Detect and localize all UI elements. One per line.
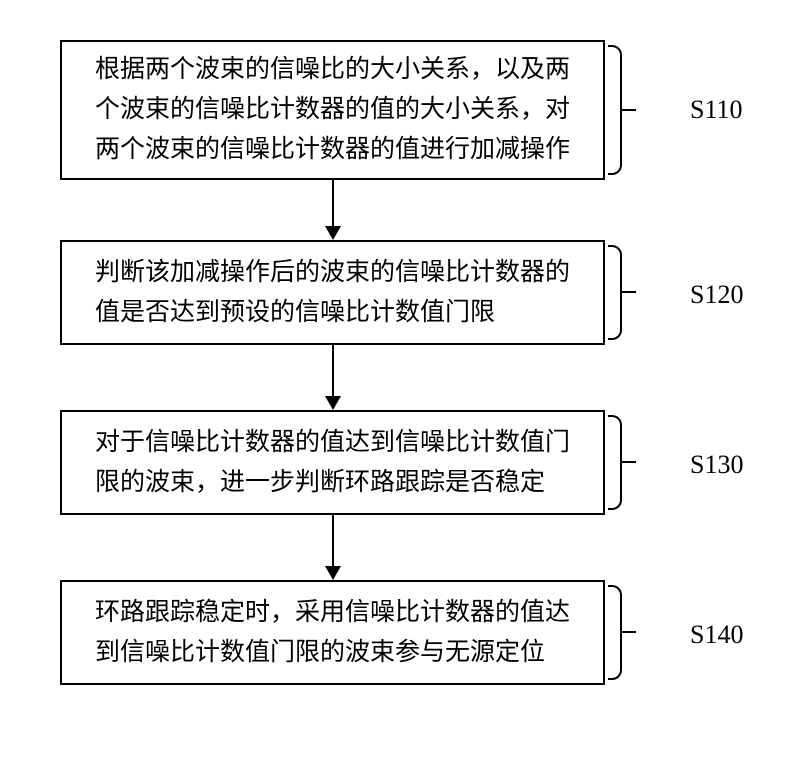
flow-node-s120-text: 判断该加减操作后的波束的信噪比计数器的 值是否达到预设的信噪比计数值门限 [95, 253, 570, 333]
brace-s140 [608, 585, 622, 680]
flow-node-s140: 环路跟踪稳定时，采用信噪比计数器的值达 到信噪比计数值门限的波束参与无源定位 [60, 580, 605, 685]
brace-s130 [608, 415, 622, 510]
flow-node-s110: 根据两个波束的信噪比的大小关系，以及两 个波束的信噪比计数器的值的大小关系，对 … [60, 40, 605, 180]
brace-tip-s130 [622, 461, 636, 463]
brace-tip-s110 [622, 109, 636, 111]
flow-edge-2-head [325, 396, 341, 410]
flow-edge-2-line [332, 345, 334, 396]
flow-label-s120: S120 [690, 280, 743, 310]
brace-tip-s120 [622, 291, 636, 293]
flow-edge-1-line [332, 180, 334, 226]
flow-node-s130-text: 对于信噪比计数器的值达到信噪比计数值门 限的波束，进一步判断环路跟踪是否稳定 [95, 423, 570, 503]
flow-node-s120: 判断该加减操作后的波束的信噪比计数器的 值是否达到预设的信噪比计数值门限 [60, 240, 605, 345]
brace-s110 [608, 45, 622, 175]
flow-label-s110: S110 [690, 95, 743, 125]
brace-tip-s140 [622, 631, 636, 633]
flowchart-canvas: 根据两个波束的信噪比的大小关系，以及两 个波束的信噪比计数器的值的大小关系，对 … [0, 0, 800, 780]
brace-s120 [608, 245, 622, 340]
flow-edge-3-head [325, 566, 341, 580]
flow-label-s140: S140 [690, 620, 743, 650]
flow-edge-3-line [332, 515, 334, 566]
flow-edge-1-head [325, 226, 341, 240]
flow-node-s130: 对于信噪比计数器的值达到信噪比计数值门 限的波束，进一步判断环路跟踪是否稳定 [60, 410, 605, 515]
flow-label-s130: S130 [690, 450, 743, 480]
flow-node-s110-text: 根据两个波束的信噪比的大小关系，以及两 个波束的信噪比计数器的值的大小关系，对 … [95, 50, 570, 170]
flow-node-s140-text: 环路跟踪稳定时，采用信噪比计数器的值达 到信噪比计数值门限的波束参与无源定位 [95, 593, 570, 673]
